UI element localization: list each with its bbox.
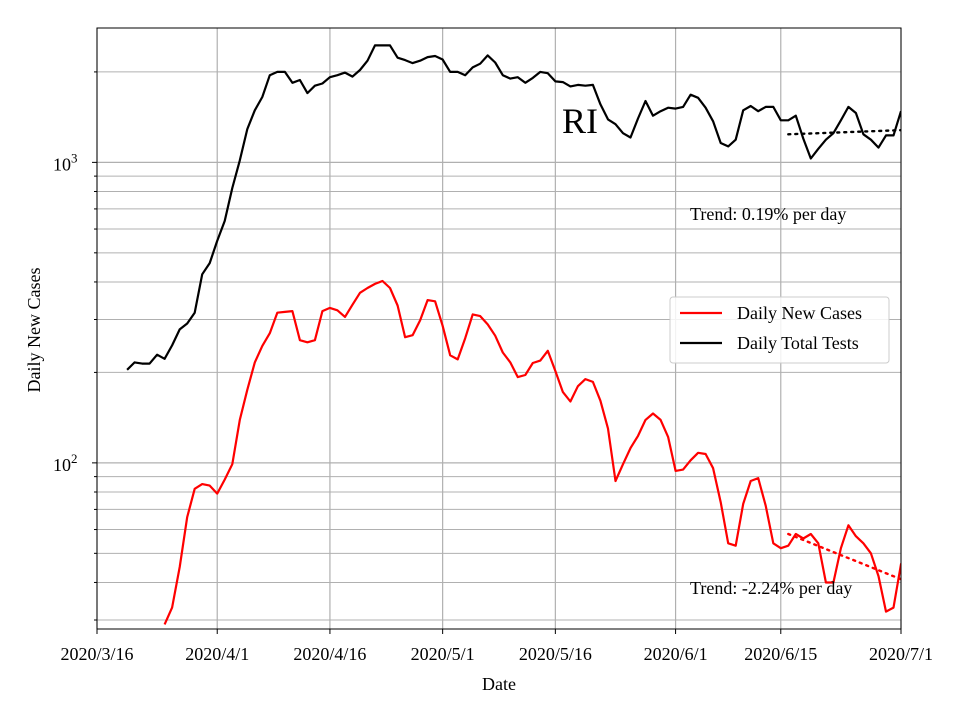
series-layer bbox=[126, 44, 901, 625]
x-tick-label: 2020/4/16 bbox=[293, 644, 366, 664]
legend-box bbox=[669, 296, 890, 364]
x-tick-label: 2020/5/1 bbox=[411, 644, 475, 664]
series-line-daily-new-cases bbox=[163, 279, 901, 625]
series-line-daily-total-tests bbox=[126, 44, 901, 371]
legend: Daily New Cases Daily Total Tests bbox=[669, 296, 890, 364]
trend-layer bbox=[787, 128, 901, 581]
legend-label-daily-total-tests: Daily Total Tests bbox=[737, 333, 859, 353]
grid bbox=[96, 28, 902, 629]
x-tick-label: 2020/5/16 bbox=[519, 644, 592, 664]
legend-label-daily-new-cases: Daily New Cases bbox=[737, 303, 862, 323]
x-tick-label: 2020/6/1 bbox=[644, 644, 708, 664]
x-tick-label: 2020/3/16 bbox=[60, 644, 133, 664]
x-axis-label: Date bbox=[482, 674, 516, 694]
y-tick-label: 102 bbox=[53, 451, 78, 475]
trend-label-tests: Trend: 0.19% per day bbox=[690, 204, 846, 224]
trend-line-tests bbox=[787, 128, 901, 136]
y-axis-label: Daily New Cases bbox=[24, 268, 44, 393]
x-tick-label: 2020/4/1 bbox=[185, 644, 249, 664]
y-tick-label: 103 bbox=[53, 150, 78, 174]
plot-frame bbox=[96, 27, 902, 630]
x-tick-label: 2020/7/1 bbox=[869, 644, 933, 664]
trend-label-cases: Trend: -2.24% per day bbox=[690, 578, 852, 598]
x-tick-label: 2020/6/15 bbox=[744, 644, 817, 664]
ticks: 2020/3/16 2020/4/1 2020/4/16 2020/5/1 2020/5… bbox=[53, 71, 933, 664]
state-label: RI bbox=[562, 101, 598, 141]
trend-line-cases bbox=[787, 532, 901, 581]
